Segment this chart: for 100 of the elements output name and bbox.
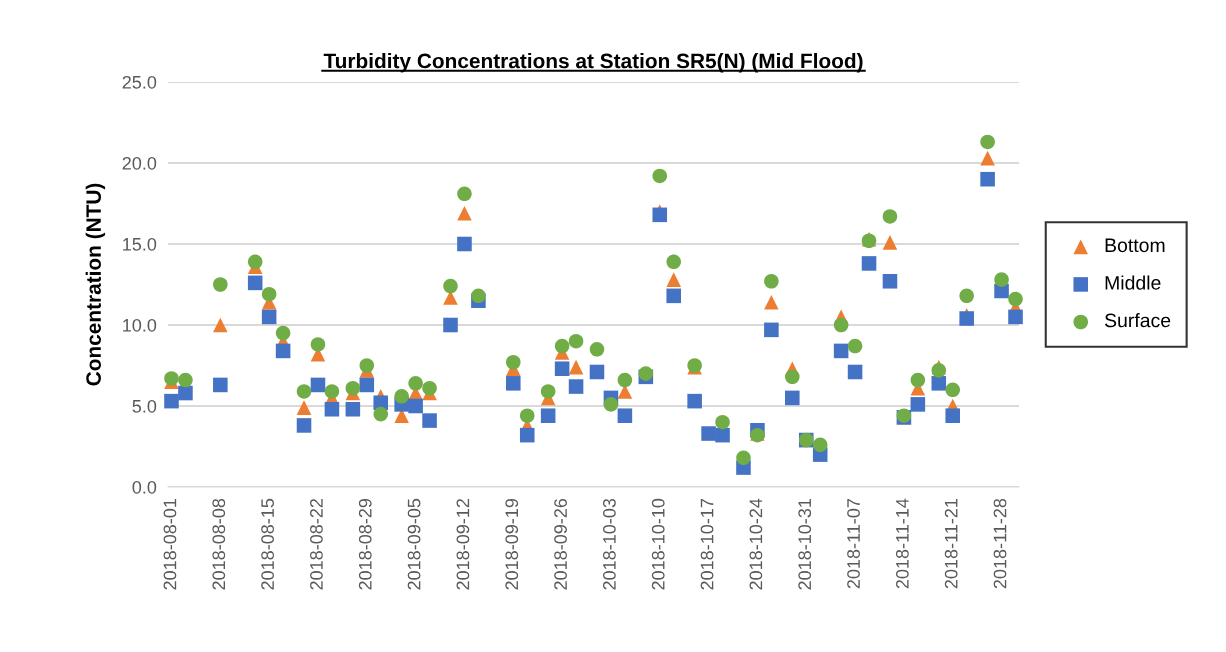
x-tick-label: 2018-10-10 <box>651 498 665 590</box>
point <box>213 277 228 292</box>
x-tick-label: 2018-11-28 <box>993 498 1007 589</box>
point <box>764 322 779 338</box>
point <box>652 207 668 223</box>
point <box>443 317 458 333</box>
point <box>457 205 472 221</box>
point <box>457 186 472 202</box>
point <box>882 235 898 250</box>
point <box>980 134 995 150</box>
point <box>443 278 458 294</box>
point <box>945 382 961 398</box>
point <box>715 427 730 443</box>
point <box>213 377 228 393</box>
x-tick-label: 2018-08-08 <box>212 498 226 590</box>
point <box>275 325 291 341</box>
point <box>785 390 800 406</box>
point <box>164 393 179 409</box>
point <box>666 288 681 304</box>
point <box>994 272 1009 287</box>
point <box>296 418 312 433</box>
point <box>554 361 570 377</box>
point <box>568 379 584 394</box>
x-tick-label: 2018-10-03 <box>603 498 616 590</box>
point <box>247 275 263 291</box>
point <box>568 359 584 375</box>
y-tick-label: 5.0 <box>132 399 157 413</box>
point <box>345 401 361 417</box>
point <box>471 288 486 304</box>
point <box>980 171 995 187</box>
x-tick-label: 2018-08-15 <box>261 498 274 590</box>
point <box>506 354 521 370</box>
x-tick-label: 2018-10-17 <box>700 499 714 590</box>
point <box>882 273 898 289</box>
point <box>910 372 926 388</box>
point <box>764 273 779 289</box>
y-tick-label: 20.0 <box>122 156 157 170</box>
point <box>980 150 995 166</box>
point <box>589 342 605 357</box>
point <box>652 168 668 184</box>
point <box>408 398 423 414</box>
point <box>617 408 633 423</box>
point <box>310 377 326 393</box>
point <box>882 209 898 224</box>
x-tick-label: 2018-11-14 <box>895 498 909 589</box>
x-tick-label: 2018-08-01 <box>163 498 177 590</box>
point <box>519 427 535 443</box>
x-tick-label: 2018-09-05 <box>407 498 421 590</box>
x-tick-label: 2018-09-12 <box>456 499 470 590</box>
point <box>701 426 716 441</box>
x-tick-label: 2018-11-07 <box>847 499 860 589</box>
chart-title: Turbidity Concentrations at Station SR5(N) (Mid Flood) <box>323 53 863 73</box>
point <box>945 408 961 423</box>
point <box>540 384 556 399</box>
legend-label: Surface <box>1104 313 1171 328</box>
point <box>296 400 312 415</box>
point <box>261 286 277 302</box>
y-tick-label: 10.0 <box>123 318 157 332</box>
point <box>736 450 751 466</box>
point <box>666 254 681 270</box>
point <box>457 236 472 252</box>
point <box>617 372 633 388</box>
point <box>324 401 340 417</box>
point <box>506 376 521 391</box>
point <box>833 317 849 333</box>
point <box>589 364 605 380</box>
point <box>178 385 193 401</box>
point <box>785 369 800 385</box>
point <box>715 414 730 430</box>
legend-label: Bottom <box>1105 238 1165 253</box>
point <box>247 254 263 270</box>
point <box>959 288 974 304</box>
point <box>422 380 437 396</box>
point <box>833 343 849 359</box>
point <box>687 393 702 409</box>
point <box>275 343 291 359</box>
point <box>638 366 654 381</box>
point <box>764 295 779 310</box>
point <box>359 377 375 393</box>
point <box>310 337 326 352</box>
point <box>847 338 863 354</box>
point <box>373 406 389 422</box>
x-tick-label: 2018-10-31 <box>798 498 812 590</box>
x-tick-label: 2018-08-22 <box>310 499 323 590</box>
point <box>861 256 877 271</box>
point <box>568 333 584 349</box>
point <box>540 408 556 423</box>
point <box>345 380 361 396</box>
y-tick-label: 25.0 <box>122 75 157 89</box>
legend-label: Middle <box>1105 275 1161 290</box>
point <box>1008 309 1023 325</box>
y-axis-title: Concentration (NTU) <box>85 183 106 386</box>
point <box>603 397 619 412</box>
x-tick-label: 2018-09-26 <box>554 498 567 590</box>
point <box>394 389 409 404</box>
x-tick-label: 2018-11-21 <box>944 498 958 589</box>
point <box>422 413 437 428</box>
y-tick-label: 0.0 <box>132 480 157 494</box>
point <box>519 408 535 423</box>
point <box>178 372 193 388</box>
